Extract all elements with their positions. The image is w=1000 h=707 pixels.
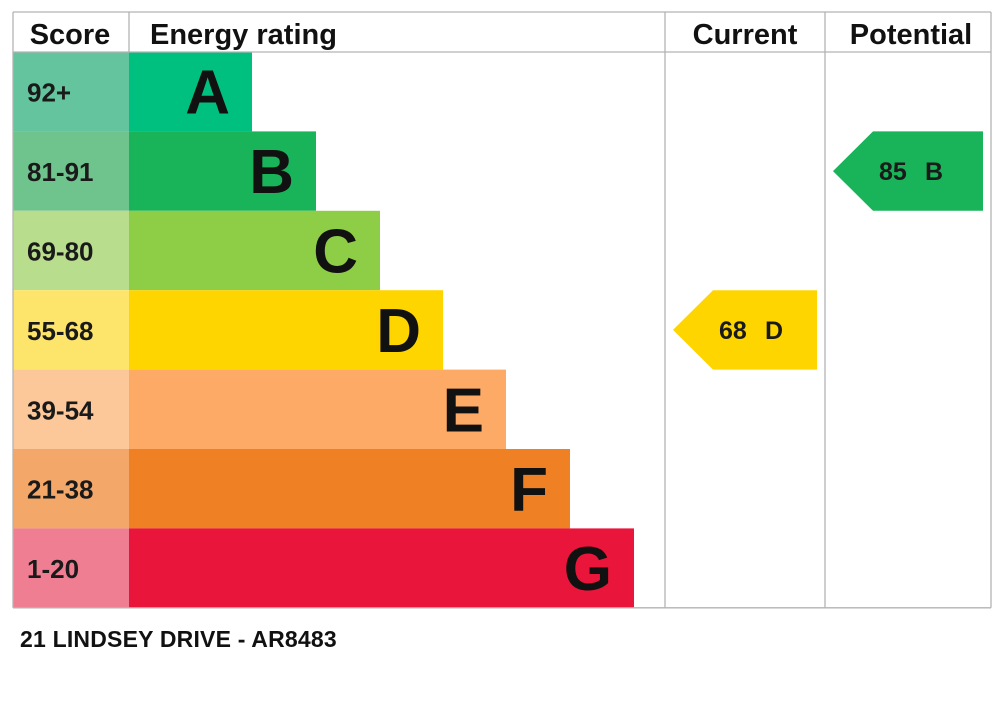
current-rating-pointer-arrow xyxy=(673,290,817,370)
rating-bar-a xyxy=(129,52,252,132)
rating-bar-f xyxy=(129,449,570,529)
rating-letter: B xyxy=(249,138,294,207)
score-cell-g xyxy=(13,528,129,608)
score-range-label: 92+ xyxy=(27,78,71,108)
score-header: Score xyxy=(30,19,111,51)
potential-rating-pointer-arrow xyxy=(833,131,983,211)
score-range-label: 55-68 xyxy=(27,316,94,346)
rating-bar-b xyxy=(129,131,316,211)
score-range-label: 39-54 xyxy=(27,395,94,425)
score-cell-e xyxy=(13,369,129,449)
rating-bands: 92+ A 81-91 B 69-80 C 55-68 D 39-54 E 21-38 F 1-20 G xyxy=(13,52,634,608)
current-rating-pointer: 68 D xyxy=(673,290,817,370)
table-grid xyxy=(12,11,992,609)
score-cell-d xyxy=(13,290,129,370)
score-range-label: 21-38 xyxy=(27,475,94,505)
rating-letter: G xyxy=(564,535,612,604)
score-cell-f xyxy=(13,449,129,529)
rating-letter: F xyxy=(510,456,548,525)
score-range-label: 81-91 xyxy=(27,157,94,187)
current-rating-pointer-value: 68 xyxy=(719,317,747,345)
rating-pointers: 68 D 85 B xyxy=(673,131,983,370)
rating-bar-e xyxy=(129,369,506,449)
rating-bar-g xyxy=(129,528,634,608)
potential-rating-pointer-letter: B xyxy=(925,158,943,186)
score-range-label: 69-80 xyxy=(27,237,94,267)
energy-rating-header: Energy rating xyxy=(150,19,337,51)
score-cell-c xyxy=(13,210,129,291)
current-header: Current xyxy=(693,19,798,51)
score-cell-a xyxy=(13,52,129,132)
score-range-label: 1-20 xyxy=(27,554,79,584)
score-cell-b xyxy=(13,131,129,211)
rating-letter: E xyxy=(443,376,484,445)
header-row: Score Energy rating Current Potential xyxy=(30,19,973,51)
rating-letter: D xyxy=(376,297,421,366)
rating-bar-c xyxy=(129,210,380,291)
rating-bar-d xyxy=(129,290,443,370)
current-rating-pointer-letter: D xyxy=(765,317,783,345)
potential-rating-pointer: 85 B xyxy=(833,131,983,211)
rating-letter: A xyxy=(185,59,230,128)
property-address: 21 LINDSEY DRIVE - AR8483 xyxy=(20,626,337,652)
rating-letter: C xyxy=(313,218,358,287)
potential-header: Potential xyxy=(850,19,972,51)
potential-rating-pointer-value: 85 xyxy=(879,158,907,186)
